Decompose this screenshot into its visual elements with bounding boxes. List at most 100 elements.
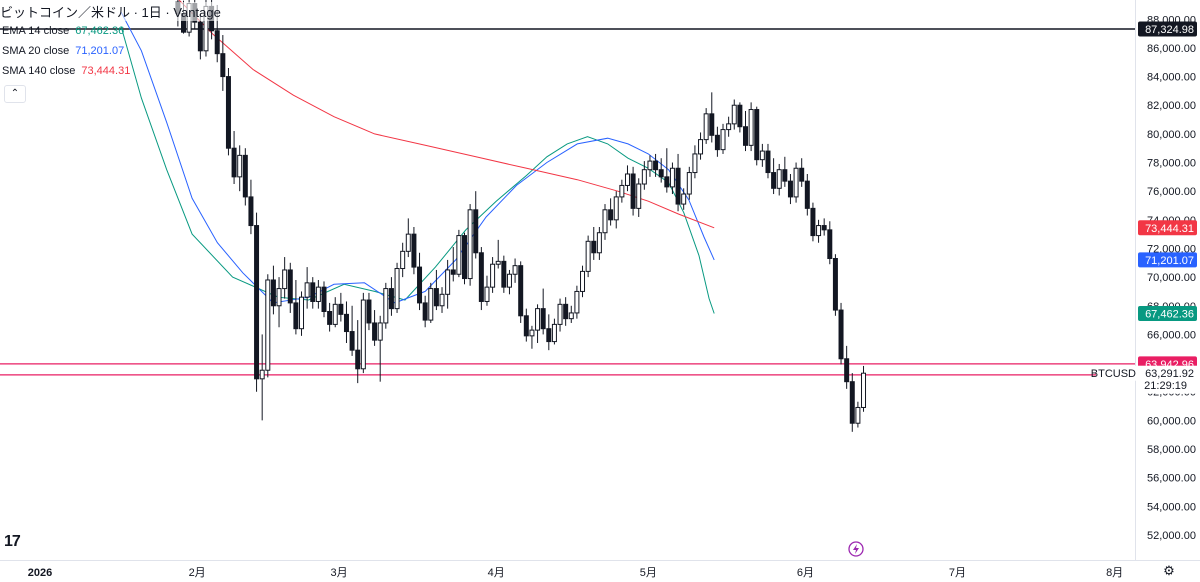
candle-body xyxy=(287,269,293,304)
time-axis: 2026 2月 3月 4月 5月 6月 7月 8月 xyxy=(0,560,1200,579)
candle-body xyxy=(641,169,647,185)
y-tick-label: 56,000.00 xyxy=(1147,473,1196,485)
series-line xyxy=(120,11,715,304)
candle-body xyxy=(624,173,630,186)
candle-body xyxy=(265,279,271,371)
candle-body xyxy=(535,308,541,331)
candle-body xyxy=(681,193,687,205)
candle-body xyxy=(473,209,479,254)
candle-body xyxy=(608,209,614,221)
candle-body xyxy=(428,288,434,321)
candle-body xyxy=(400,250,406,270)
tradingview-logo[interactable]: 17 xyxy=(4,533,21,550)
symbol-label: BTCUSD xyxy=(1091,368,1136,380)
horizontal-lines xyxy=(0,28,1135,376)
candle-body xyxy=(310,282,316,302)
x-tick-label: 7月 xyxy=(949,567,966,579)
candle-body xyxy=(804,180,810,209)
candle-body xyxy=(360,299,366,370)
candle-body xyxy=(456,235,462,275)
candle-body xyxy=(433,288,439,307)
x-tick-label: 2026 xyxy=(28,567,52,579)
candle-body xyxy=(664,176,670,188)
x-tick-label: 3月 xyxy=(331,567,348,579)
candle-body xyxy=(439,293,445,307)
last-price-label: 63,291.92 xyxy=(1145,368,1194,380)
candle-body xyxy=(714,134,720,151)
price-tags: 87,324.9863,942.9663,175.9873,444.3171,2… xyxy=(848,21,1197,557)
candle-body xyxy=(366,299,372,324)
x-tick-label: 5月 xyxy=(640,567,657,579)
candle-body xyxy=(759,150,765,161)
candle-body xyxy=(827,229,833,259)
candle-body xyxy=(523,315,529,337)
candle-body xyxy=(490,263,496,288)
candle-body xyxy=(737,104,743,128)
candle-body xyxy=(748,109,754,146)
candle-body xyxy=(630,173,636,209)
candle-body xyxy=(388,288,394,310)
y-tick-label: 70,000.00 xyxy=(1147,272,1196,284)
candle-body xyxy=(557,303,563,325)
y-tick-label: 52,000.00 xyxy=(1147,530,1196,542)
y-tick-label: 60,000.00 xyxy=(1147,415,1196,427)
candle-body xyxy=(754,109,760,161)
legend-ema14[interactable]: EMA 14 close 67,462.36 xyxy=(2,25,124,37)
legend-sma140[interactable]: SMA 140 close 73,444.31 xyxy=(2,65,130,77)
y-tick-label: 58,000.00 xyxy=(1147,444,1196,456)
candle-body xyxy=(276,288,282,307)
candle-body xyxy=(478,252,484,302)
candle-body xyxy=(861,372,867,408)
candle-body xyxy=(832,257,838,311)
y-tick-label: 78,000.00 xyxy=(1147,158,1196,170)
candle-body xyxy=(787,180,793,198)
candle-body xyxy=(563,303,569,320)
ma-price-tag: 71,201.07 xyxy=(1145,255,1194,267)
series-line xyxy=(178,0,715,229)
candle-body xyxy=(254,225,260,380)
candle-body xyxy=(540,308,546,330)
symbol-tag-bg xyxy=(1096,365,1137,381)
ma-price-tag-bg xyxy=(1138,305,1197,321)
candle-body xyxy=(327,310,333,325)
candle-body xyxy=(686,172,692,195)
candle-body xyxy=(551,323,557,343)
legend-sma140-label: SMA 140 close xyxy=(2,65,76,77)
candle-body xyxy=(383,288,389,324)
y-tick-label: 54,000.00 xyxy=(1147,501,1196,513)
candle-body xyxy=(810,207,816,237)
ma-price-tag-bg xyxy=(1138,252,1197,268)
candle-body xyxy=(242,154,248,198)
legend-sma20-label: SMA 20 close xyxy=(2,45,70,57)
candle-body xyxy=(197,21,203,52)
candle-body xyxy=(259,369,265,380)
candle-body xyxy=(546,328,552,343)
candle-body xyxy=(771,172,777,189)
candle-body xyxy=(422,302,428,321)
lightning-icon[interactable] xyxy=(848,541,864,557)
moving-averages xyxy=(120,0,715,314)
candle-body xyxy=(282,269,288,290)
candle-body xyxy=(417,266,423,304)
candle-body xyxy=(731,104,737,125)
y-tick-label: 76,000.00 xyxy=(1147,186,1196,198)
y-tick-label: 80,000.00 xyxy=(1147,129,1196,141)
legend-sma20[interactable]: SMA 20 close 71,201.07 xyxy=(2,45,124,57)
candle-body xyxy=(782,169,788,182)
x-tick-label: 2月 xyxy=(189,567,206,579)
hline-price-tag: 87,324.98 xyxy=(1145,24,1194,36)
candle-body xyxy=(568,312,574,320)
y-tick-label: 86,000.00 xyxy=(1147,43,1196,55)
chevron-up-icon[interactable]: ⌃ xyxy=(4,85,26,103)
candle-body xyxy=(405,233,411,252)
candle-body xyxy=(698,139,704,155)
candle-body xyxy=(377,322,383,341)
candle-body xyxy=(765,150,771,174)
gear-icon[interactable]: ⚙ xyxy=(1163,563,1175,578)
lightning-bolt xyxy=(853,544,859,554)
candle-body xyxy=(343,313,349,333)
candle-body xyxy=(636,183,642,209)
candle-body xyxy=(580,270,586,292)
candle-body xyxy=(461,235,467,280)
